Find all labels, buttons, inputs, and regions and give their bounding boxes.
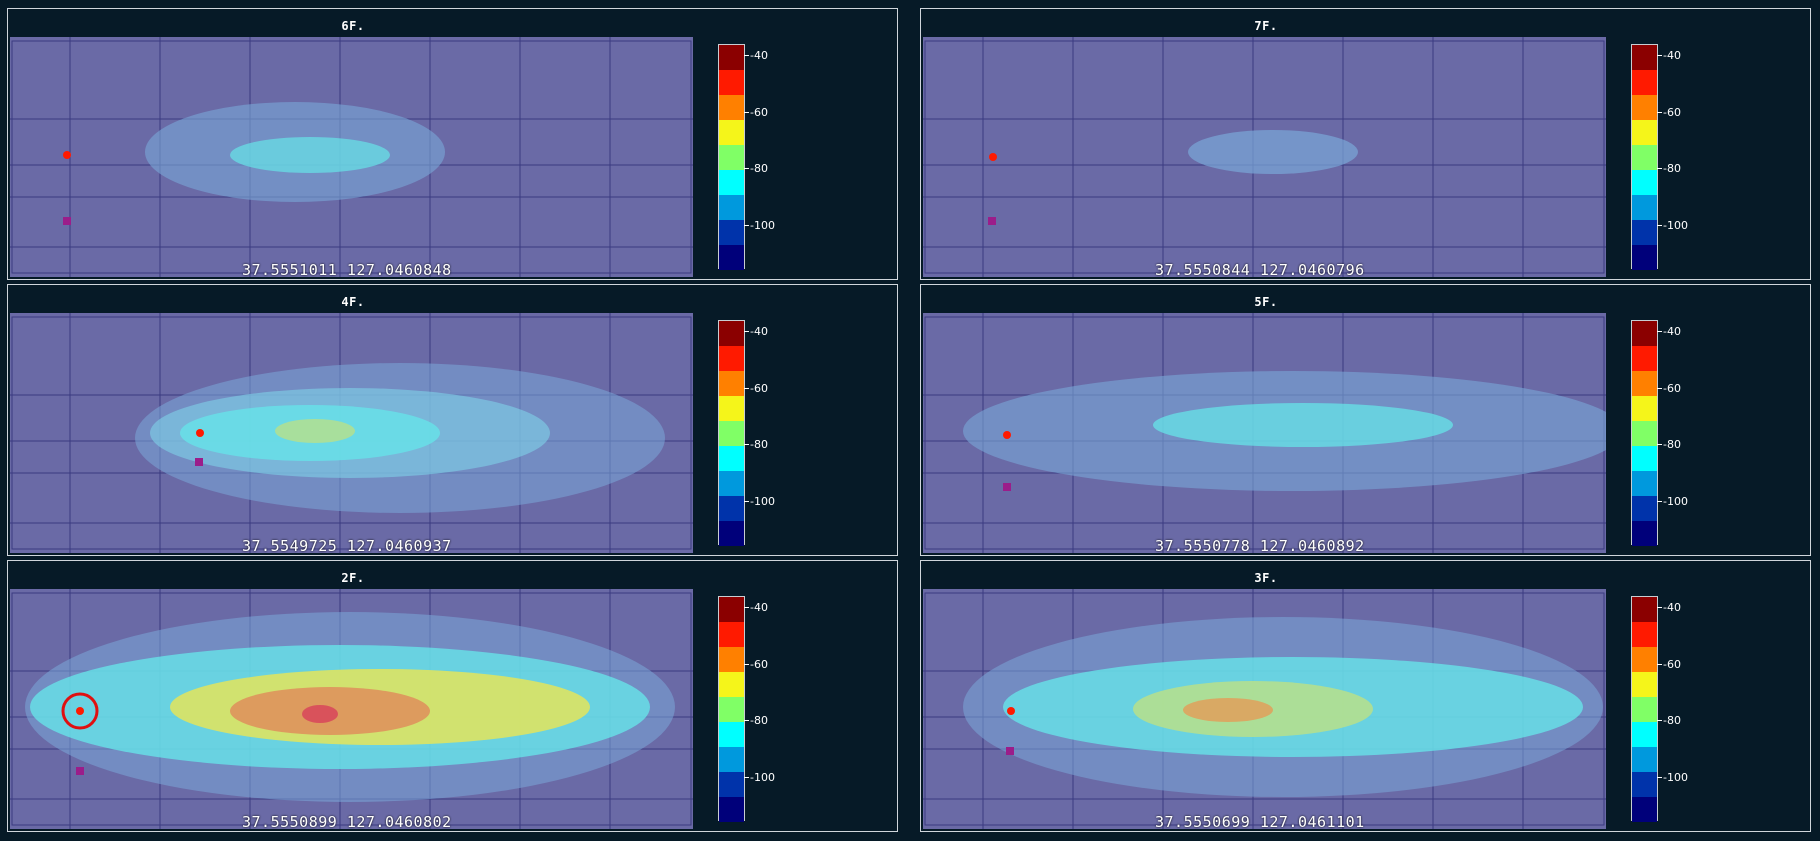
heatmap-6f <box>10 37 693 277</box>
scale-label: -60 <box>1663 658 1681 671</box>
heatmap-3f <box>923 589 1606 829</box>
scale-label: -100 <box>750 219 775 232</box>
scale-label: -80 <box>1663 714 1681 727</box>
scale-label: -100 <box>750 771 775 784</box>
color-scale-bar <box>1631 596 1658 821</box>
floor-panel-3f: 3F. 37.5550699 127.0461101 -40 -60 -80 -… <box>920 560 1811 832</box>
gps-coordinates: 37.5551011 127.0460848 <box>242 261 452 279</box>
scale-label: -60 <box>750 658 768 671</box>
floor-title: 5F. <box>921 295 1611 309</box>
scale-label: -40 <box>1663 601 1681 614</box>
color-scale-bar <box>718 596 745 821</box>
scale-label: -60 <box>750 106 768 119</box>
color-scale-bar <box>718 320 745 545</box>
gps-coordinates: 37.5550778 127.0460892 <box>1155 537 1365 555</box>
scale-label: -80 <box>750 714 768 727</box>
scale-label: -100 <box>1663 771 1688 784</box>
gps-coordinates: 37.5550899 127.0460802 <box>242 813 452 831</box>
color-scale-bar <box>1631 44 1658 269</box>
heatmap-2f <box>10 589 693 829</box>
color-scale-bar <box>1631 320 1658 545</box>
scale-label: -100 <box>1663 495 1688 508</box>
heatmap-4f <box>10 313 693 553</box>
scale-label: -40 <box>750 49 768 62</box>
scale-label: -60 <box>750 382 768 395</box>
scale-label: -40 <box>750 325 768 338</box>
gps-coordinates: 37.5550699 127.0461101 <box>1155 813 1365 831</box>
scale-label: -100 <box>750 495 775 508</box>
floor-title: 3F. <box>921 571 1611 585</box>
heatmap-7f <box>923 37 1606 277</box>
floor-panel-2f: 2F. 37.5550899 127.0460802 -40 -60 -80 -… <box>7 560 898 832</box>
floor-title: 6F. <box>8 19 698 33</box>
floor-panel-5f: 5F. 37.5550778 127.0460892 -40 -60 -80 -… <box>920 284 1811 556</box>
scale-label: -80 <box>1663 438 1681 451</box>
scale-label: -100 <box>1663 219 1688 232</box>
gps-coordinates: 37.5550844 127.0460796 <box>1155 261 1365 279</box>
scale-label: -40 <box>750 601 768 614</box>
floor-title: 7F. <box>921 19 1611 33</box>
scale-label: -60 <box>1663 382 1681 395</box>
floor-title: 4F. <box>8 295 698 309</box>
scale-label: -80 <box>750 162 768 175</box>
floor-panel-4f: 4F. 37.5549725 127.0460937 -40 -60 -80 -… <box>7 284 898 556</box>
heatmap-5f <box>923 313 1606 553</box>
color-scale-bar <box>718 44 745 269</box>
floor-panel-7f: 7F. 37.5550844 127.0460796 -40 -60 -80 -… <box>920 8 1811 280</box>
floor-title: 2F. <box>8 571 698 585</box>
gps-coordinates: 37.5549725 127.0460937 <box>242 537 452 555</box>
scale-label: -40 <box>1663 49 1681 62</box>
scale-label: -80 <box>750 438 768 451</box>
scale-label: -60 <box>1663 106 1681 119</box>
scale-label: -40 <box>1663 325 1681 338</box>
scale-label: -80 <box>1663 162 1681 175</box>
floor-panel-6f: 6F. 37.5551011 127.0460848 -40 -60 -80 -… <box>7 8 898 280</box>
